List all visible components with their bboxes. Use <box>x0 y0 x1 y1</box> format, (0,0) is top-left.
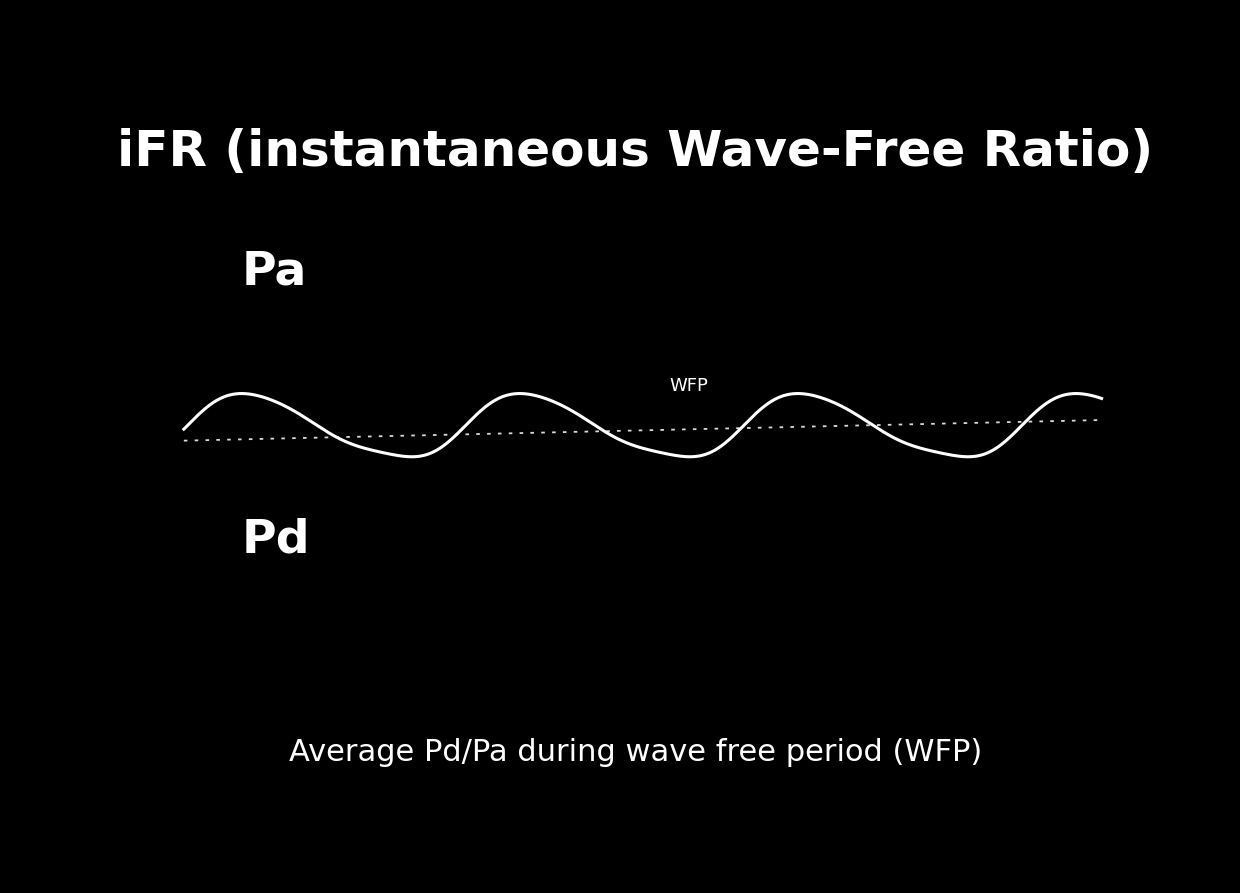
Text: iFR (instantaneous Wave-Free Ratio): iFR (instantaneous Wave-Free Ratio) <box>118 128 1153 176</box>
Text: Pa: Pa <box>242 250 306 295</box>
Text: Average Pd/Pa during wave free period (WFP): Average Pd/Pa during wave free period (W… <box>289 739 982 767</box>
Text: WFP: WFP <box>670 377 708 395</box>
Text: Pd: Pd <box>242 518 310 563</box>
